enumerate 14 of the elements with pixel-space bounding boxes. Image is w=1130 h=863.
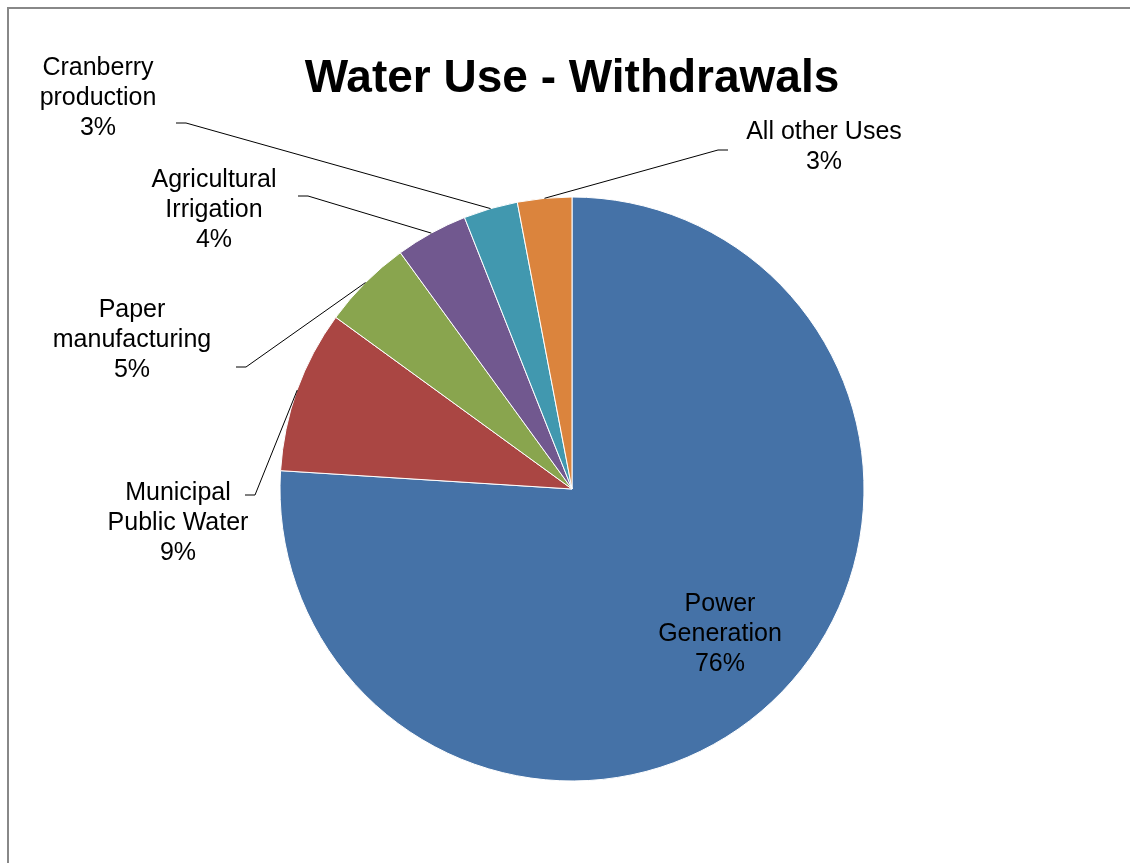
data-label: 3% xyxy=(805,146,843,174)
slice-label: Municipal Public Water xyxy=(107,477,249,535)
slice-label: Power Generation xyxy=(658,588,782,646)
slice-label: Cranberry production xyxy=(39,52,157,110)
pie-slice xyxy=(280,196,865,782)
chart-title: Water Use - Withdrawals xyxy=(304,50,840,102)
slice-label: All other Uses xyxy=(746,116,902,144)
data-label: 76% xyxy=(694,648,746,676)
data-label: 4% xyxy=(195,224,233,252)
data-label: 3% xyxy=(79,112,117,140)
slice-label: Agricultural Irrigation xyxy=(151,164,277,222)
slice-label: Paper manufacturing xyxy=(52,294,212,352)
data-label: 9% xyxy=(159,537,197,565)
data-label: 5% xyxy=(113,354,151,382)
